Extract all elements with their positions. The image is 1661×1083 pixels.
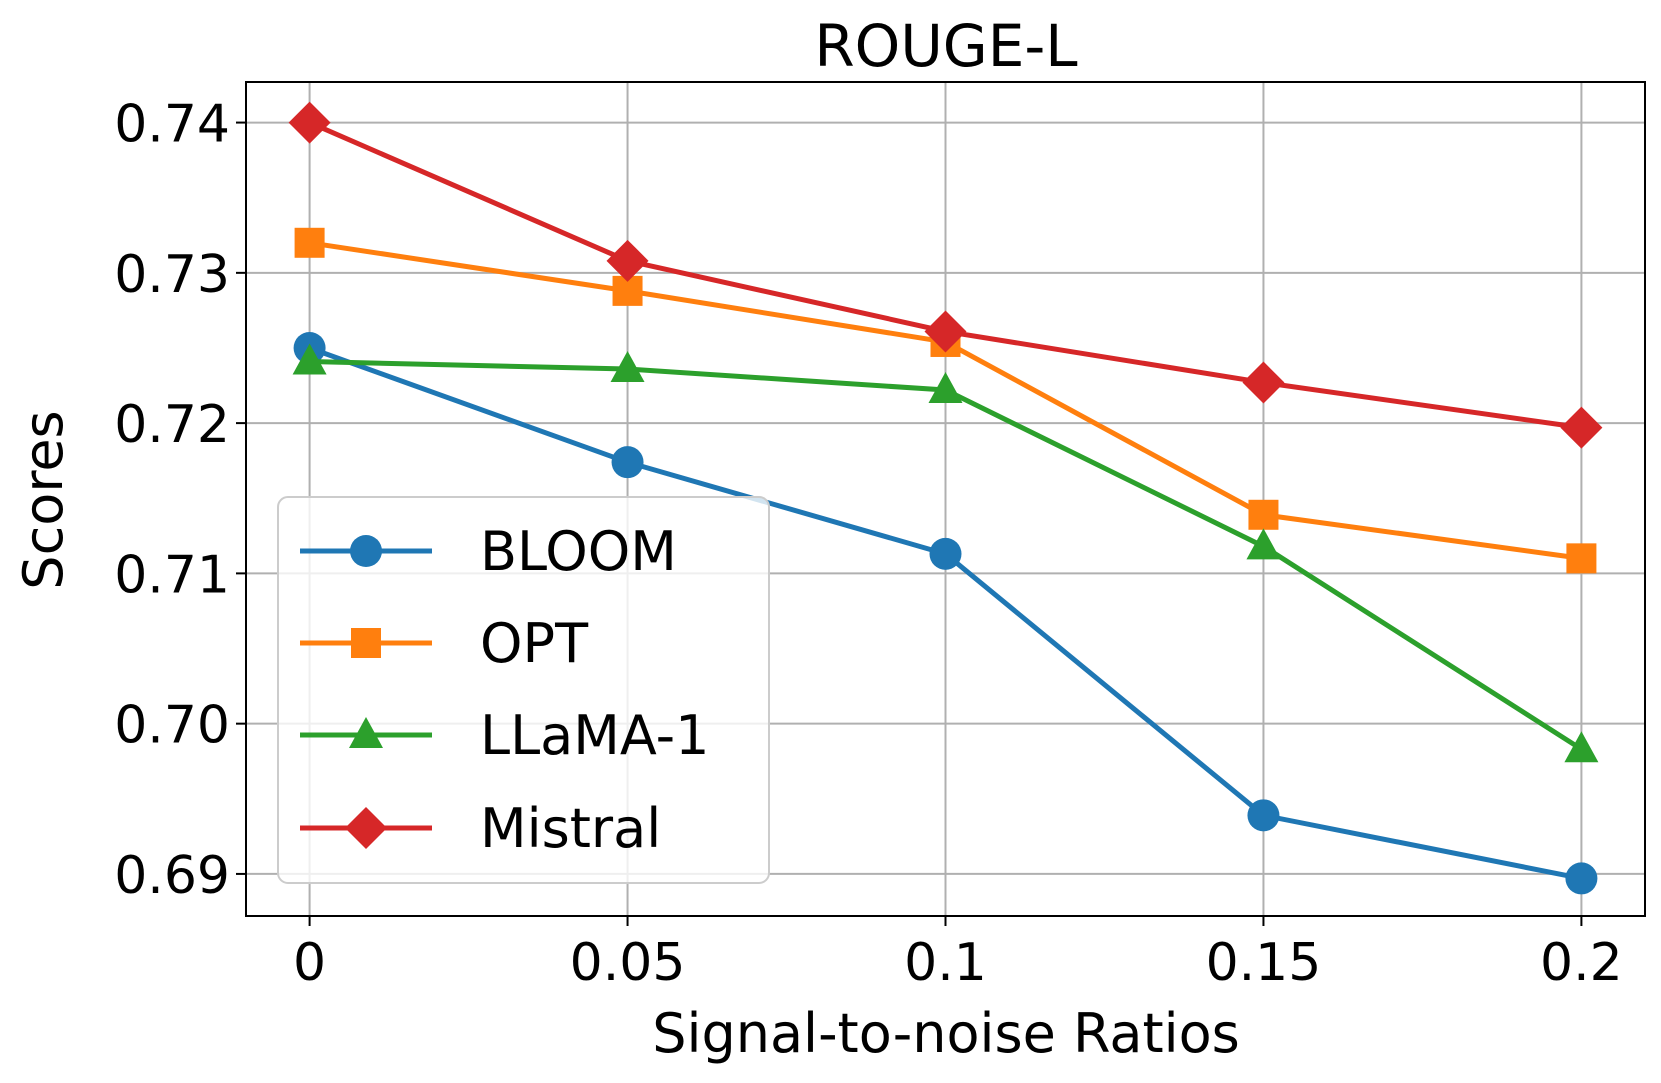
legend-item-opt: OPT	[300, 612, 589, 675]
x-tick-label: 0.15	[1206, 933, 1322, 993]
data-series	[288, 101, 1603, 895]
data-point-mistral	[924, 310, 967, 353]
data-point-mistral	[1560, 406, 1603, 449]
y-tick-label: 0.69	[114, 846, 230, 906]
legend-marker-llama-1	[349, 717, 383, 748]
data-point-opt	[294, 227, 325, 258]
data-point-opt	[1248, 499, 1279, 530]
data-point-llama-1	[610, 351, 645, 383]
legend-marker-bloom	[350, 535, 382, 567]
legend-label-bloom: BLOOM	[480, 520, 677, 583]
data-point-llama-1	[1246, 528, 1281, 560]
x-axis-label: Signal-to-noise Ratios	[652, 1002, 1240, 1065]
y-axis-label: Scores	[12, 410, 75, 589]
data-point-bloom	[1247, 799, 1280, 832]
legend: BLOOM OPT LLaMA-1 Mistral	[277, 496, 770, 884]
x-tick-label: 0.05	[570, 933, 686, 993]
legend-marker-mistral	[345, 807, 387, 849]
series-mistral	[288, 101, 1603, 449]
data-point-bloom	[611, 446, 644, 479]
data-point-bloom	[929, 537, 962, 570]
chart-title: ROUGE-L	[814, 12, 1077, 80]
legend-label-llama-1: LLaMA-1	[480, 704, 709, 767]
data-point-mistral	[288, 101, 331, 144]
legend-item-llama-1: LLaMA-1	[300, 704, 709, 767]
legend-item-mistral: Mistral	[300, 797, 661, 860]
y-axis-ticks: 0.69 0.70 0.71 0.72 0.73 0.74	[114, 95, 246, 906]
y-tick-label: 0.73	[114, 245, 230, 305]
legend-box	[277, 496, 770, 884]
plot-frame	[245, 81, 1646, 917]
x-axis-ticks: 0 0.05 0.1 0.15 0.2	[293, 916, 1623, 993]
data-point-mistral	[606, 239, 649, 282]
data-point-opt	[1566, 543, 1597, 574]
y-tick-label: 0.74	[114, 95, 230, 155]
legend-label-mistral: Mistral	[480, 797, 661, 860]
data-point-bloom	[1565, 862, 1598, 895]
legend-marker-opt	[351, 628, 381, 658]
y-tick-label: 0.72	[114, 395, 230, 455]
data-point-llama-1	[928, 372, 963, 404]
x-tick-label: 0.1	[904, 933, 987, 993]
y-tick-label: 0.70	[114, 696, 230, 756]
data-point-mistral	[1242, 361, 1285, 404]
data-point-llama-1	[1564, 731, 1599, 763]
legend-item-bloom: BLOOM	[300, 520, 677, 583]
legend-label-opt: OPT	[480, 612, 589, 675]
x-tick-label: 0.2	[1540, 933, 1623, 993]
series-llama-1	[292, 343, 1599, 763]
x-tick-label: 0	[293, 933, 326, 993]
y-tick-label: 0.71	[114, 545, 230, 605]
data-point-llama-1	[292, 343, 327, 375]
